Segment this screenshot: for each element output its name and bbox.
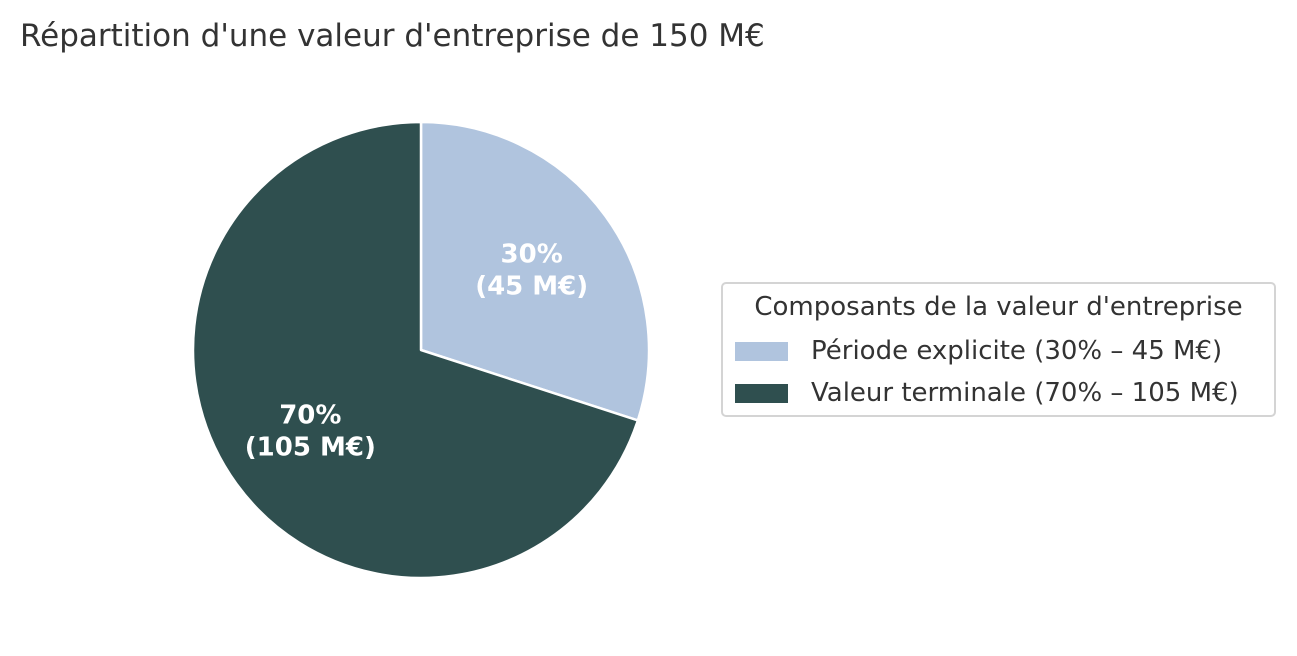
chart-legend: Composants de la valeur d'entreprise Pér… bbox=[721, 282, 1276, 417]
legend-label-valeur-terminale: Valeur terminale (70% – 105 M€) bbox=[811, 378, 1239, 408]
legend-item-periode-explicite: Période explicite (30% – 45 M€) bbox=[735, 334, 1222, 368]
pie-label-percent-periode-explicite: 30% bbox=[501, 240, 563, 270]
pie-slice-periode-explicite bbox=[419, 120, 651, 422]
chart-title: Répartition d'une valeur d'entreprise de… bbox=[20, 18, 765, 54]
legend-item-valeur-terminale: Valeur terminale (70% – 105 M€) bbox=[735, 376, 1239, 410]
pie-label-periode-explicite: 30% (45 M€) bbox=[475, 240, 588, 302]
legend-title: Composants de la valeur d'entreprise bbox=[754, 292, 1243, 322]
pie-slice-valeur-terminale bbox=[191, 120, 640, 580]
legend-label-periode-explicite: Période explicite (30% – 45 M€) bbox=[811, 336, 1223, 366]
pie-label-percent-valeur-terminale: 70% bbox=[279, 400, 341, 430]
pie-label-amount-periode-explicite: (45 M€) bbox=[475, 272, 588, 302]
pie-label-amount-valeur-terminale: (105 M€) bbox=[245, 432, 376, 462]
pie-labels: 30% (45 M€) 70% (105 M€) bbox=[245, 240, 588, 463]
legend-swatch-valeur-terminale bbox=[735, 383, 788, 403]
pie-label-valeur-terminale: 70% (105 M€) bbox=[245, 400, 376, 462]
legend-swatch-periode-explicite bbox=[735, 341, 788, 361]
pie-slices bbox=[191, 120, 651, 580]
